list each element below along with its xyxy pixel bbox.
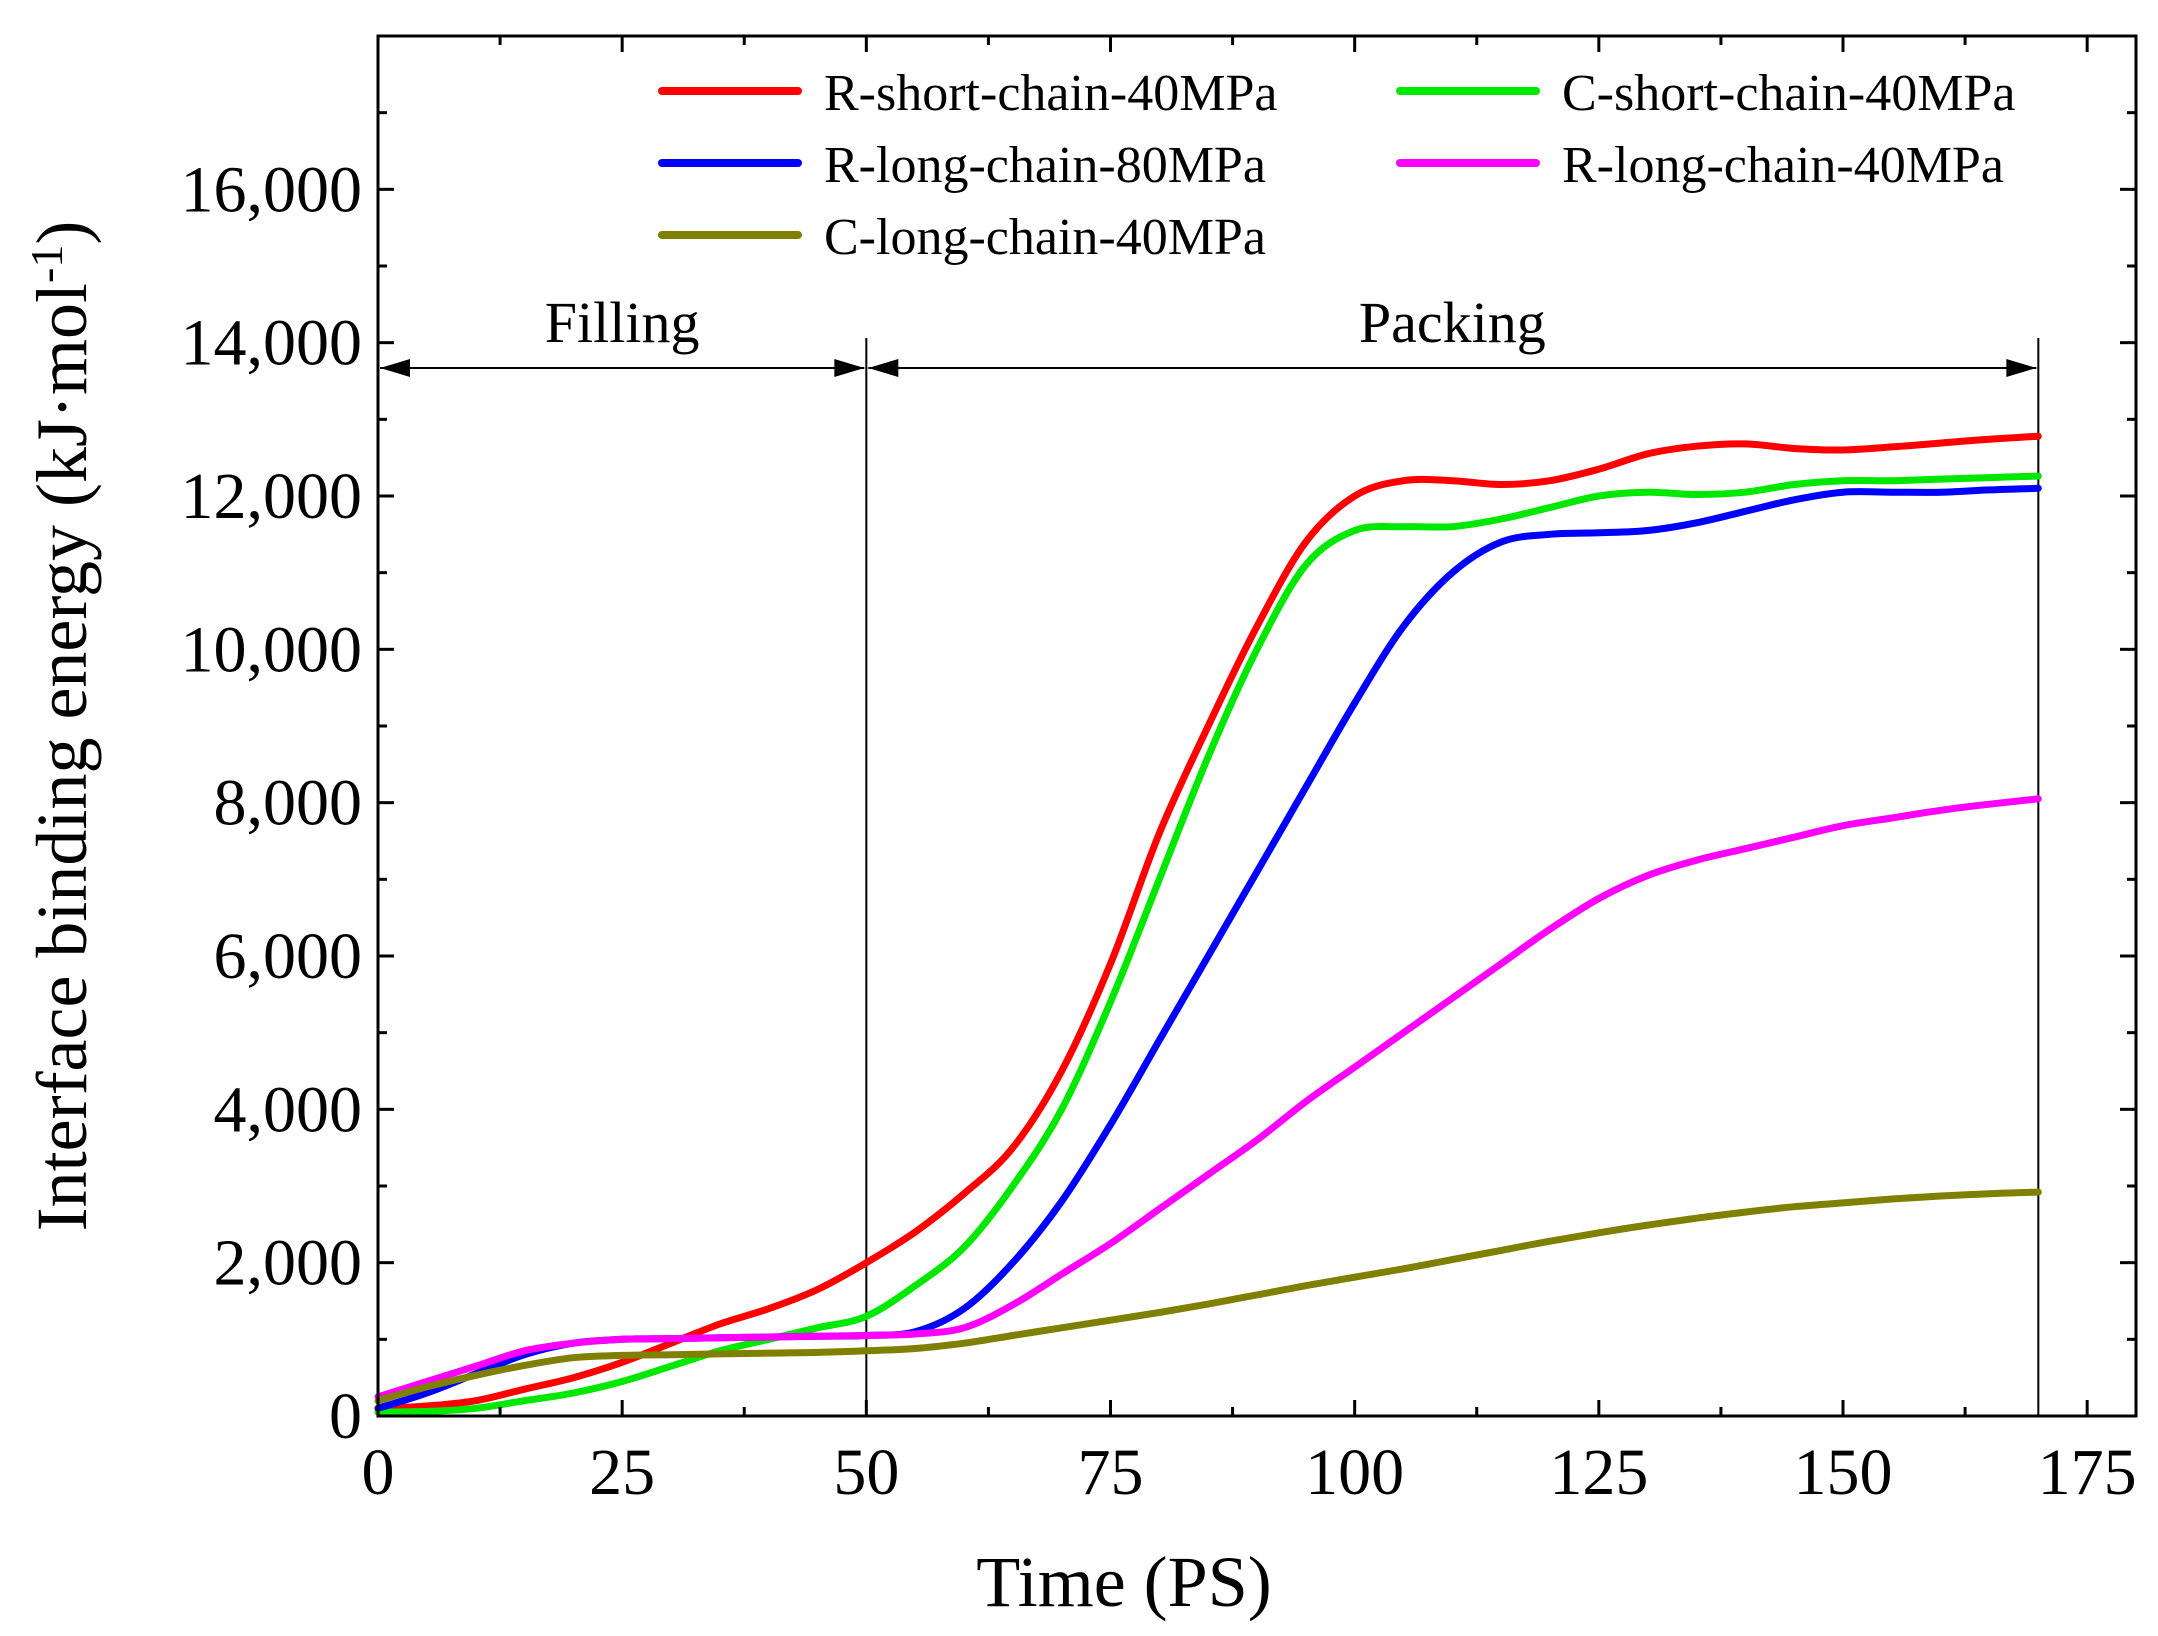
phase-arrowhead-right bbox=[2006, 359, 2037, 377]
series-line-1 bbox=[374, 432, 2042, 1412]
phase-annotations: Filling Packing bbox=[380, 290, 2040, 1416]
legend-label-5: C-long-chain-40MPa bbox=[824, 209, 1266, 266]
x-axis-title: Time (PS) bbox=[976, 1542, 1271, 1622]
phase-arrowhead-left bbox=[380, 359, 410, 377]
series-line-3 bbox=[374, 484, 2042, 1412]
y-tick-label: 10,000 bbox=[181, 613, 363, 686]
phase-label-2: Packing bbox=[1359, 290, 1546, 355]
x-tick-label: 50 bbox=[833, 1436, 899, 1509]
series-line-5 bbox=[374, 1188, 2042, 1405]
legend: R-short-chain-40MPa C-short-chain-40MPa R-… bbox=[658, 65, 2015, 266]
x-tick-label: 25 bbox=[589, 1436, 655, 1509]
y-tick-label: 8,000 bbox=[214, 767, 363, 840]
series-lines bbox=[374, 432, 2042, 1416]
legend-label-4: R-long-chain-40MPa bbox=[1562, 137, 2004, 194]
series-line-2 bbox=[374, 472, 2042, 1416]
series-line-4 bbox=[374, 795, 2042, 1401]
axis-ticks bbox=[376, 34, 2136, 1418]
x-tick-label: 0 bbox=[362, 1436, 395, 1509]
y-tick-label: 12,000 bbox=[181, 460, 363, 533]
x-tick-label: 150 bbox=[1794, 1436, 1893, 1509]
x-tick-label: 100 bbox=[1305, 1436, 1404, 1509]
y-tick-label: 16,000 bbox=[181, 153, 363, 226]
y-tick-label: 6,000 bbox=[214, 920, 363, 993]
phase-arrowhead-left bbox=[868, 359, 899, 377]
y-tick-label: 14,000 bbox=[181, 307, 363, 380]
y-axis-title: Interface binding energy (kJ·mol-1) bbox=[21, 221, 102, 1232]
y-tick-label: 0 bbox=[329, 1380, 362, 1453]
x-tick-label: 175 bbox=[2038, 1436, 2137, 1509]
phase-arrowhead-right bbox=[834, 359, 865, 377]
tick-labels: 0 25 50 75 100 125 150 175 0 2,000 4,000 6,000 8,000… bbox=[181, 153, 2137, 1509]
y-axis-title-sup: -1 bbox=[21, 245, 72, 283]
y-tick-label: 4,000 bbox=[214, 1073, 363, 1146]
y-axis-title-close: ) bbox=[22, 221, 102, 245]
legend-label-3: R-long-chain-80MPa bbox=[824, 137, 1266, 194]
y-tick-label: 2,000 bbox=[214, 1227, 363, 1300]
legend-label-1: R-short-chain-40MPa bbox=[824, 65, 1277, 122]
x-tick-label: 125 bbox=[1549, 1436, 1648, 1509]
x-tick-label: 75 bbox=[1078, 1436, 1144, 1509]
legend-label-2: C-short-chain-40MPa bbox=[1562, 65, 2015, 122]
phase-label-1: Filling bbox=[545, 290, 700, 355]
y-axis-title-main: Interface binding energy (kJ·mol bbox=[22, 283, 102, 1231]
